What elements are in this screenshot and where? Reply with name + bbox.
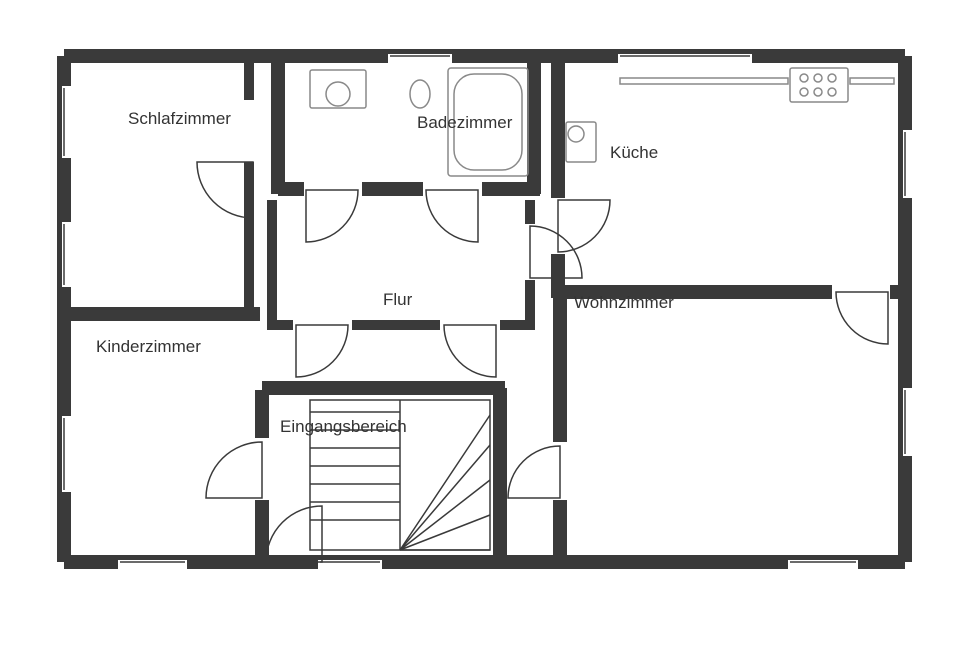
room-label-kueche: Küche: [610, 143, 658, 162]
room-label-wohnzimmer: Wohnzimmer: [574, 293, 674, 312]
room-label-kinderzimmer: Kinderzimmer: [96, 337, 201, 356]
floor-plan: Schlafzimmer Badezimmer Küche Flur Wohnzimme…: [0, 0, 960, 651]
room-label-schlafzimmer: Schlafzimmer: [128, 109, 231, 128]
room-label-flur: Flur: [383, 290, 413, 309]
room-label-eingang: Eingangsbereich: [280, 417, 407, 436]
room-label-badezimmer: Badezimmer: [417, 113, 513, 132]
